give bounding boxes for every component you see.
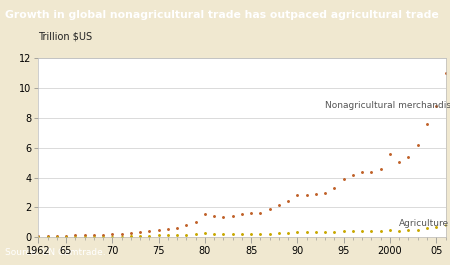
Text: Source: UN Comtrade.: Source: UN Comtrade. — [5, 248, 106, 257]
Text: Growth in global nonagricultural trade has outpaced agricultural trade: Growth in global nonagricultural trade h… — [5, 10, 439, 20]
Text: Trillion $US: Trillion $US — [38, 31, 92, 41]
Text: Nonagricultural merchandise: Nonagricultural merchandise — [325, 101, 450, 110]
Text: Agriculture: Agriculture — [399, 219, 450, 228]
